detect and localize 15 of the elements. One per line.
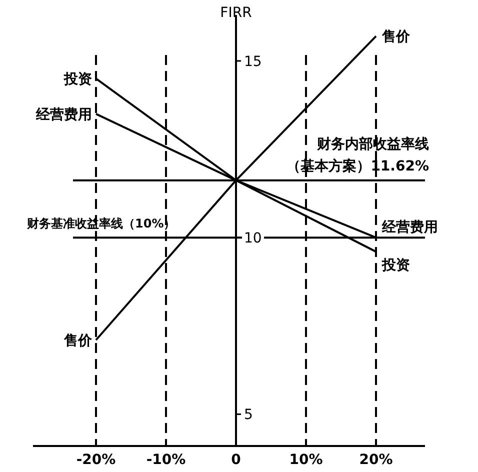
series-label: 经营费用 (35, 106, 92, 123)
x-tick-label: 20% (359, 452, 393, 468)
text: 经营费用 (382, 220, 438, 236)
x-tick-label: -10% (146, 452, 186, 468)
y-axis-title: FIRR (220, 5, 252, 21)
series-label: 投资 (63, 72, 92, 88)
y-tick-label: 15 (244, 54, 262, 70)
text: 售价 (382, 29, 410, 46)
x-tick-label: 0 (231, 452, 242, 468)
y-tick-label: 5 (244, 407, 253, 424)
x-tick-label: 10% (289, 452, 323, 468)
x-tick-label: -20% (76, 452, 116, 468)
text: 投资 (382, 258, 410, 274)
y-tick-label: 10 (244, 230, 262, 247)
series-label: 售价 (63, 333, 93, 350)
